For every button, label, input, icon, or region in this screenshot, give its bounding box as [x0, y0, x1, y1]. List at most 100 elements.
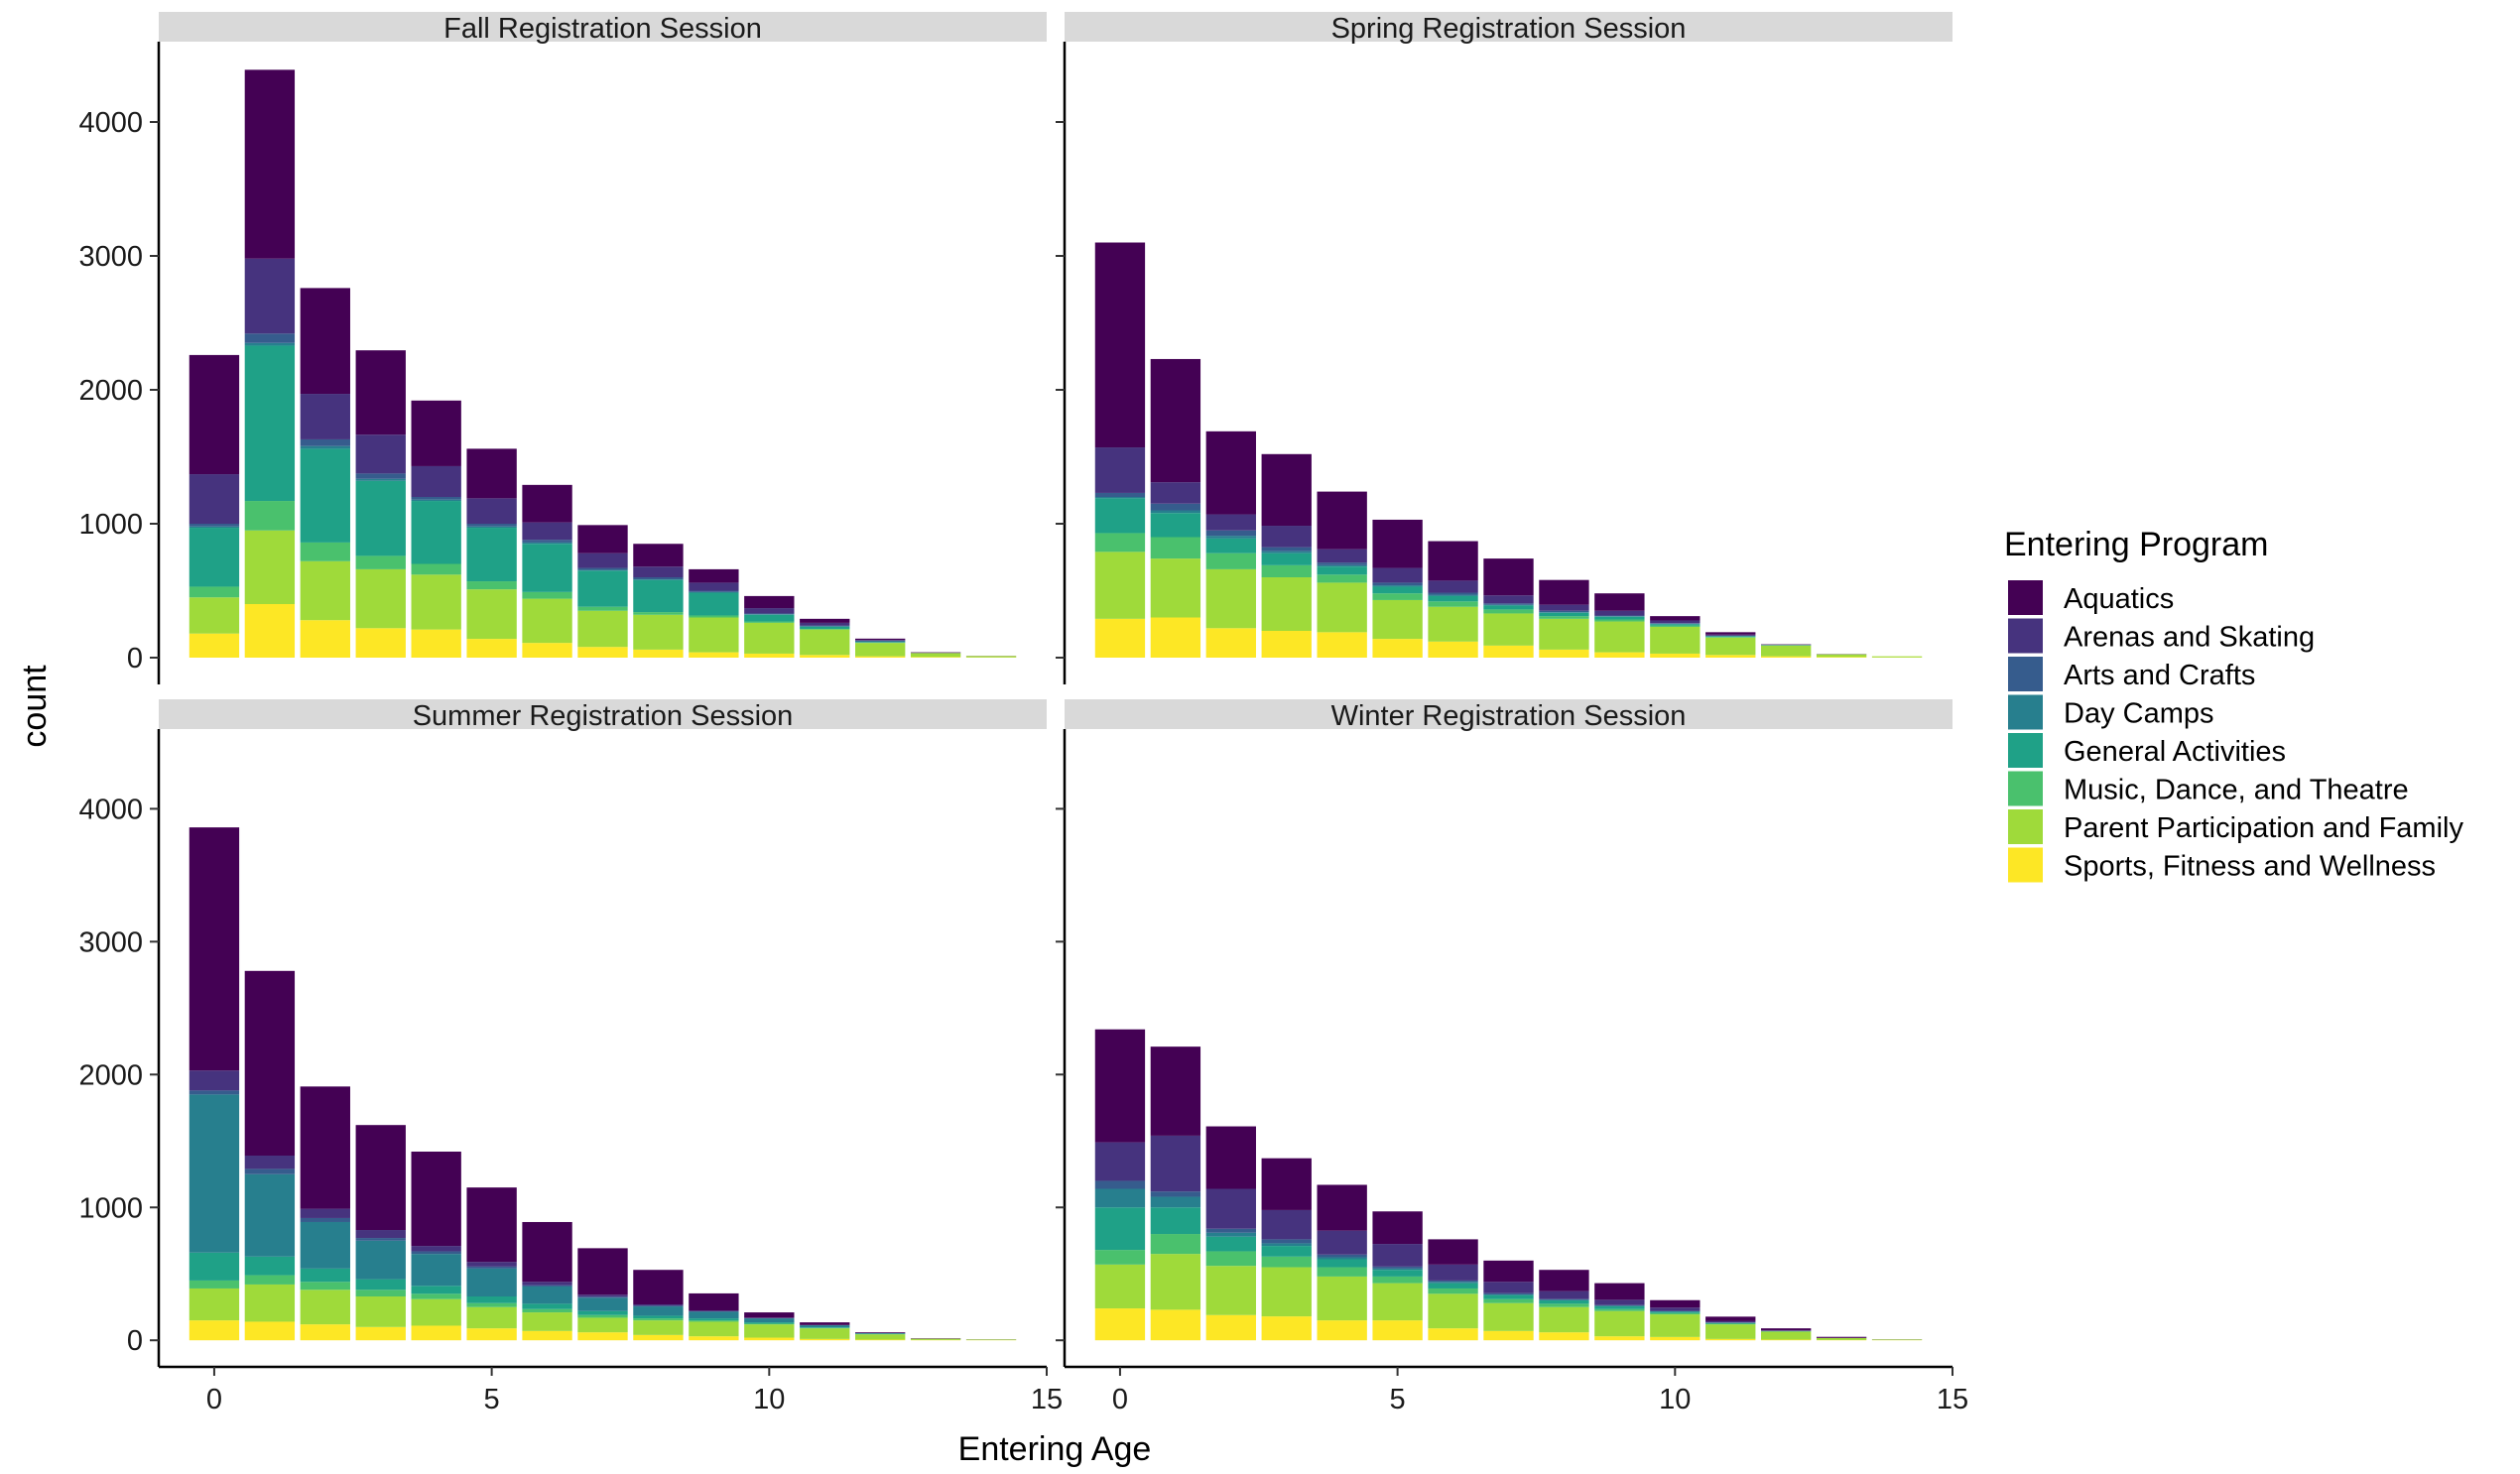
bar-segment [1205, 568, 1256, 629]
bar-segment [1705, 637, 1756, 638]
bar-segment [633, 577, 684, 580]
bar-segment [577, 606, 628, 611]
bar-segment [411, 465, 461, 497]
bar-segment [800, 1322, 850, 1325]
x-tick-label: 10 [1659, 1384, 1691, 1415]
bar-segment [1372, 519, 1423, 568]
bar-segment [1816, 1336, 1867, 1338]
bar-segment [1428, 1288, 1478, 1294]
bar-segment [1150, 558, 1201, 618]
bar-segment [1483, 1292, 1534, 1294]
bar-segment [300, 445, 350, 449]
bar-segment [411, 1251, 461, 1255]
bar-segment [800, 626, 850, 627]
bar-segment [244, 970, 296, 1157]
bar-segment [1539, 604, 1589, 611]
bar-segment [1594, 1310, 1645, 1337]
bar-segment [1372, 1244, 1423, 1267]
bar-segment [1483, 605, 1534, 610]
bar-segment [1428, 541, 1478, 581]
bar-segment [1094, 492, 1146, 497]
bar-segment [1094, 1250, 1146, 1265]
bar-segment [1261, 1243, 1312, 1247]
bar-segment [466, 589, 517, 640]
bar-segment [1761, 656, 1812, 658]
bar-segment [1428, 1328, 1478, 1341]
bar-segment [300, 438, 350, 446]
bar-segment [1650, 623, 1701, 624]
y-tick-label: 3000 [78, 926, 143, 958]
bar-segment [522, 1282, 572, 1286]
bar-segment [577, 1248, 628, 1295]
bar-segment [1594, 1305, 1645, 1307]
bar-segment [1317, 1259, 1367, 1268]
bar-segment [1428, 592, 1478, 595]
bar-segment [855, 1332, 906, 1334]
bar-segment [1871, 1339, 1923, 1341]
bar-segment [466, 1268, 517, 1297]
bar-segment [244, 333, 296, 343]
y-tick-label: 4000 [78, 107, 143, 139]
bar-segment [1650, 625, 1701, 627]
bar-segment [1317, 566, 1367, 575]
bar-segment [1205, 1236, 1256, 1252]
x-tick-label: 15 [1031, 1384, 1063, 1415]
bar-segment [522, 1308, 572, 1313]
bar-segment [744, 622, 795, 654]
bar-segment [1094, 618, 1146, 658]
bar-segment [466, 1302, 517, 1307]
bar-segment [1372, 1283, 1423, 1321]
bar-segment [633, 566, 684, 577]
bar-segment [1594, 616, 1645, 620]
bar-segment [744, 621, 795, 623]
bar-segment [855, 640, 906, 641]
y-tick-label: 2000 [78, 1059, 143, 1091]
bar-segment [1205, 553, 1256, 569]
bar-segment [577, 1297, 628, 1311]
bar-segment [466, 498, 517, 524]
legend-title: Entering Program [2004, 526, 2268, 563]
bar-segment [1650, 626, 1701, 654]
bar-segment [300, 288, 350, 395]
bar-segment [411, 1246, 461, 1252]
bar-segment [744, 653, 795, 658]
bar-segment [300, 1086, 350, 1209]
bar-segment [855, 1334, 906, 1340]
bar-segment [1594, 1306, 1645, 1309]
bar-segment [800, 622, 850, 626]
bar-segment [1205, 1266, 1256, 1315]
bar-segment [744, 1323, 795, 1325]
bar-segment [689, 1321, 739, 1337]
bar-segment [965, 656, 1017, 658]
bar-segment [744, 608, 795, 614]
bar-segment [355, 1279, 406, 1290]
bar-segment [411, 629, 461, 658]
bar-segment [355, 1290, 406, 1297]
bar-segment [633, 649, 684, 658]
bar-segment [1150, 1234, 1201, 1255]
bar-segment [1372, 1268, 1423, 1271]
bar-segment [189, 633, 240, 658]
bar-segment [1483, 1293, 1534, 1295]
bar-segment [855, 638, 906, 641]
bar-segment [1539, 1298, 1589, 1300]
bar-segment [1761, 645, 1812, 657]
facet-title: Winter Registration Session [1331, 700, 1687, 732]
x-tick-label: 5 [1390, 1384, 1406, 1415]
bar-segment [633, 614, 684, 650]
bar-segment [633, 579, 684, 580]
bar-segment [522, 1330, 572, 1341]
bar-segment [1761, 1331, 1812, 1340]
bar-segment [1372, 567, 1423, 583]
bar-segment [1150, 1207, 1201, 1235]
y-axis-title: count [16, 665, 54, 748]
bar-segment [355, 1230, 406, 1239]
bar-segment [355, 1125, 406, 1231]
bar-segment [244, 501, 296, 531]
bar-segment [1261, 1209, 1312, 1240]
bar-segment [1261, 453, 1312, 527]
bar-segment [189, 526, 240, 529]
bar-segment [1150, 1135, 1201, 1192]
bar-segment [1261, 1158, 1312, 1210]
bar-segment [189, 1280, 240, 1289]
